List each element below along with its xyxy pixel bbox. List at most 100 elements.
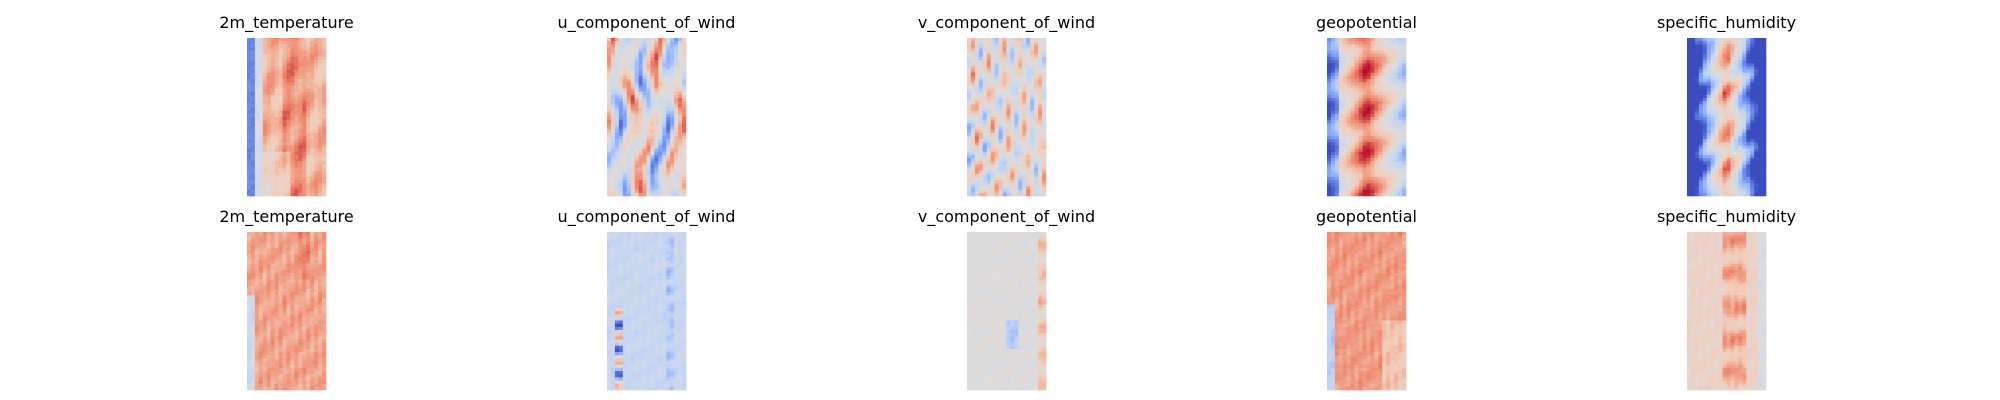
heatmap-cell bbox=[974, 110, 980, 115]
heatmap-cell bbox=[674, 47, 679, 51]
heatmap-cell bbox=[1730, 104, 1735, 108]
heatmap-cell bbox=[634, 167, 639, 172]
heatmap-cell bbox=[970, 72, 976, 77]
heatmap-cell bbox=[1718, 161, 1723, 165]
heatmap-cell bbox=[1022, 117, 1027, 121]
heatmap-cell bbox=[607, 173, 612, 178]
heatmap-cell bbox=[666, 38, 671, 42]
heatmap-cell bbox=[658, 173, 663, 178]
heatmap-cell bbox=[978, 50, 984, 55]
heatmap-cell bbox=[646, 82, 651, 86]
heatmap-cell bbox=[1694, 167, 1700, 172]
heatmap-cell bbox=[642, 41, 647, 45]
heatmap-cell bbox=[650, 50, 655, 55]
heatmap-cell bbox=[1034, 88, 1039, 93]
heatmap-cell bbox=[1734, 139, 1739, 143]
heatmap-cell bbox=[1382, 164, 1387, 168]
heatmap-cell bbox=[1014, 38, 1019, 42]
heatmap-cell bbox=[1354, 104, 1359, 108]
heatmap-cell bbox=[1026, 104, 1031, 108]
heatmap-cell bbox=[994, 135, 999, 140]
heatmap-cell bbox=[1742, 66, 1747, 70]
heatmap-cell bbox=[1030, 148, 1035, 153]
heatmap-cell bbox=[658, 180, 663, 184]
heatmap-cell bbox=[1722, 94, 1727, 99]
heatmap-cell bbox=[1042, 170, 1047, 175]
heatmap-cell bbox=[1746, 183, 1751, 187]
heatmap-cell bbox=[1730, 82, 1735, 86]
heatmap-cell bbox=[286, 154, 291, 159]
heatmap-cell bbox=[1390, 60, 1395, 64]
heatmap-cell bbox=[1738, 120, 1743, 124]
heatmap-cell bbox=[1722, 107, 1727, 111]
heatmap-cell bbox=[1022, 183, 1027, 187]
heatmap-cell bbox=[266, 161, 271, 165]
heatmap-cell bbox=[1354, 69, 1359, 74]
heatmap-cell bbox=[1394, 113, 1399, 118]
heatmap-cell bbox=[294, 63, 299, 67]
heatmap-cell bbox=[302, 148, 307, 153]
heatmap-cell bbox=[1710, 148, 1715, 153]
heatmap-cell bbox=[306, 82, 311, 86]
heatmap-cell bbox=[1714, 170, 1719, 175]
heatmap-cell bbox=[1758, 189, 1763, 194]
panel-title: geopotential bbox=[1316, 13, 1417, 32]
heatmap-cell bbox=[654, 113, 659, 118]
heatmap-cell bbox=[1370, 189, 1375, 194]
heatmap-cell bbox=[607, 183, 612, 187]
heatmap-cell bbox=[1014, 177, 1019, 181]
heatmap-cell bbox=[258, 110, 264, 115]
heatmap-cell bbox=[682, 38, 687, 42]
heatmap-cell bbox=[982, 98, 988, 102]
heatmap-cell bbox=[1698, 41, 1704, 45]
heatmap-cell bbox=[974, 123, 980, 127]
heatmap-cell bbox=[1722, 132, 1727, 137]
heatmap-cell bbox=[1402, 101, 1407, 105]
heatmap-cell bbox=[1362, 186, 1367, 190]
heatmap-cell bbox=[654, 47, 659, 51]
heatmap-cell bbox=[1698, 132, 1704, 137]
heatmap-cell bbox=[1374, 126, 1379, 130]
heatmap-cell bbox=[278, 94, 283, 99]
heatmap-cell bbox=[634, 101, 639, 105]
heatmap-cell bbox=[1758, 117, 1763, 121]
heatmap-cell bbox=[1018, 183, 1023, 187]
heatmap-cell bbox=[1358, 145, 1363, 149]
heatmap-cell bbox=[258, 91, 264, 96]
heatmap-cell bbox=[967, 145, 972, 149]
heatmap-cell bbox=[1710, 79, 1715, 83]
heatmap-cell bbox=[1370, 110, 1375, 115]
heatmap-cell bbox=[282, 113, 287, 118]
heatmap-cell bbox=[247, 113, 252, 118]
heatmap-cell bbox=[646, 101, 651, 105]
heatmap-cell bbox=[1042, 107, 1047, 111]
heatmap-cell bbox=[282, 38, 287, 42]
heatmap-cell bbox=[986, 189, 991, 194]
heatmap-cell bbox=[998, 120, 1003, 124]
heatmap-cell bbox=[642, 66, 647, 70]
heatmap-cell bbox=[306, 126, 311, 130]
heatmap-cell bbox=[1738, 41, 1743, 45]
heatmap-cell bbox=[1687, 38, 1692, 42]
heatmap-cell bbox=[1354, 63, 1359, 67]
heatmap-cell bbox=[1366, 41, 1371, 45]
heatmap-cell bbox=[650, 94, 655, 99]
heatmap-cell bbox=[1694, 113, 1700, 118]
heatmap-cell bbox=[978, 170, 984, 175]
heatmap-cell bbox=[626, 63, 631, 67]
heatmap-cell bbox=[1010, 173, 1015, 178]
heatmap-cell bbox=[286, 72, 291, 77]
heatmap-cell bbox=[1386, 183, 1391, 187]
heatmap-cell bbox=[298, 53, 303, 58]
heatmap-cell bbox=[314, 123, 319, 127]
heatmap-cell bbox=[1338, 98, 1344, 102]
heatmap-cell bbox=[638, 60, 643, 64]
heatmap-cell bbox=[646, 145, 651, 149]
heatmap-cell bbox=[282, 107, 287, 111]
heatmap-cell bbox=[642, 117, 647, 121]
heatmap-cell bbox=[318, 170, 323, 175]
heatmap-cell bbox=[646, 126, 651, 130]
heatmap-cell bbox=[274, 139, 279, 143]
heatmap-cell bbox=[670, 82, 675, 86]
heatmap-cell bbox=[970, 120, 976, 124]
